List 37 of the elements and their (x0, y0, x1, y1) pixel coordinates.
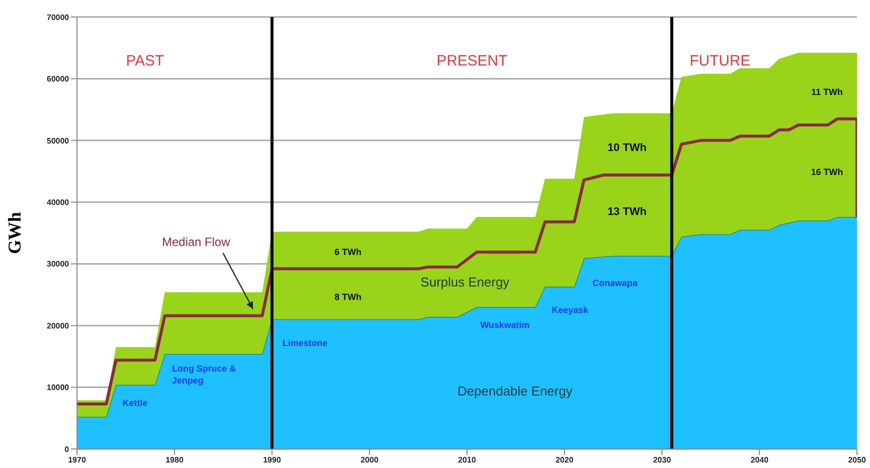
annotation: Long Spruce & Jenpeg (172, 363, 238, 387)
x-tick-label: 1990 (263, 456, 282, 465)
y-tick-label: 60000 (46, 74, 70, 84)
annotation: 16 TWh (810, 167, 844, 179)
x-tick-label: 1970 (68, 456, 86, 465)
y-tick-label: 50000 (46, 136, 70, 146)
y-tick-label: 20000 (46, 321, 70, 330)
annotation: PAST (126, 51, 164, 71)
annotation: Wuskwatim (480, 320, 530, 332)
y-tick-label: 70000 (46, 12, 70, 22)
annotation: Keeyask (552, 305, 588, 317)
x-tick-label: 2000 (360, 456, 379, 465)
x-tick-label: 2010 (458, 456, 476, 465)
series-label: Surplus Energy (420, 274, 510, 290)
annotation: Limestone (282, 338, 328, 350)
annotation: 13 TWh (607, 204, 647, 220)
y-tick-label: 30000 (46, 260, 70, 269)
x-tick-label: 2020 (556, 456, 574, 465)
x-tick-label: 2050 (848, 456, 866, 465)
y-axis-title: GWh (4, 212, 24, 254)
annotation: PRESENT (436, 51, 508, 71)
line-series (77, 117, 857, 406)
annotation: 10 TWh (607, 140, 647, 156)
series-label: Dependable Energy (458, 384, 572, 398)
annotation: Conawapa (592, 278, 638, 290)
annotation: FUTURE (690, 51, 750, 71)
text: Median Flow (162, 235, 230, 249)
y-tick-label: 40000 (46, 198, 70, 207)
x-tick-label: 2030 (653, 456, 672, 465)
annotation: Kettle (122, 398, 148, 410)
annotation: 8 TWh (334, 292, 362, 304)
y-tick-label: 10000 (46, 383, 70, 392)
annotation: 6 TWh (334, 247, 362, 259)
y-tick-label: 0 (64, 444, 70, 454)
annotation: 11 TWh (811, 87, 843, 99)
x-tick-label: 1980 (166, 456, 184, 465)
x-tick-label: 2040 (750, 456, 769, 465)
